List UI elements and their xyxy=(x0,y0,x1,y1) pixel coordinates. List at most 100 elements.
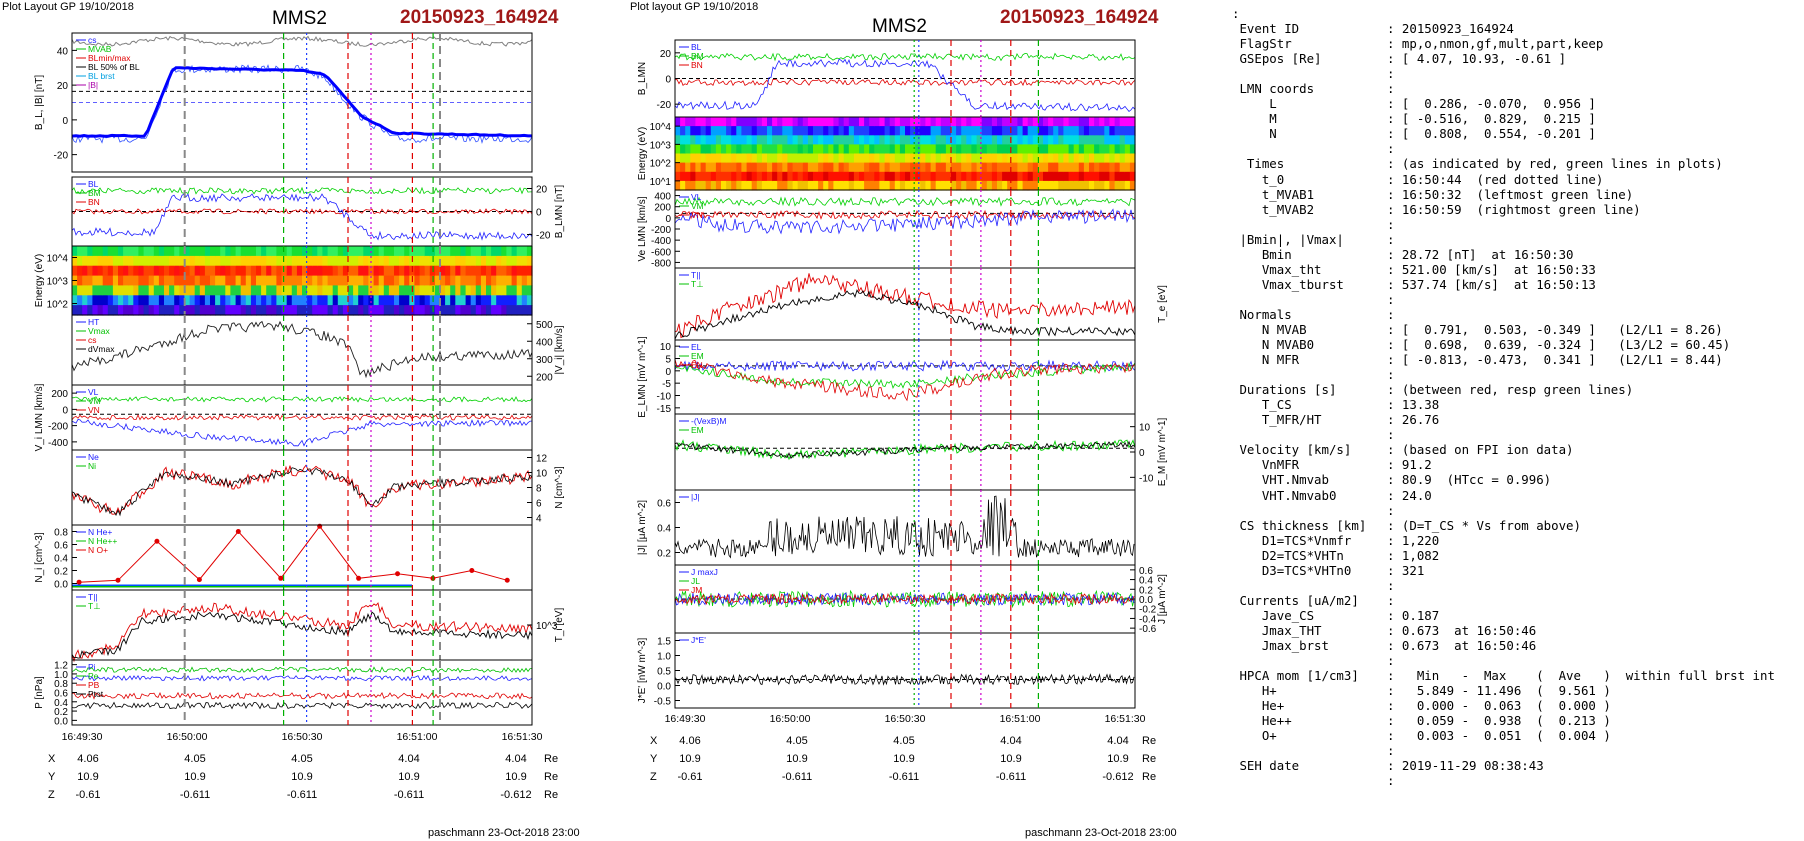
spectrogram-cell xyxy=(342,265,349,277)
left-footer: paschmann 23-Oct-2018 23:00 xyxy=(428,827,580,839)
vm-trace xyxy=(71,396,533,403)
spectrogram-cell xyxy=(291,305,298,316)
spectrogram-cell xyxy=(1012,171,1018,182)
spectrogram-cell xyxy=(986,144,993,155)
spectrogram-cell xyxy=(1063,135,1070,145)
spectrogram-cell xyxy=(521,275,528,287)
spectrogram-cell xyxy=(322,305,329,316)
j-magnitude-trace xyxy=(674,495,1135,559)
spectrogram-cell xyxy=(496,295,502,306)
spectrogram-cell xyxy=(792,153,799,164)
spectrogram-cell xyxy=(496,265,502,277)
spectrogram-cell xyxy=(204,246,211,257)
info-row: SEH date: 2019-11-29 08:38:43 xyxy=(1232,758,1792,773)
je-trace xyxy=(674,673,1135,686)
spectrogram-cell xyxy=(741,117,748,127)
info-value: : xyxy=(1387,291,1395,307)
spectrogram-cell xyxy=(782,162,788,173)
spectrogram-cell xyxy=(460,295,467,306)
spectrogram-cell xyxy=(981,180,988,191)
spectrogram-cell xyxy=(327,255,334,267)
spectrogram-cell xyxy=(128,285,134,296)
spectrogram-cell xyxy=(486,275,492,287)
spectrogram-cell xyxy=(971,117,978,127)
position-unit: Re xyxy=(544,789,558,801)
spectrogram-cell xyxy=(204,275,211,287)
spectrogram-cell xyxy=(1058,135,1064,145)
spectrogram-cell xyxy=(363,255,369,267)
spectrogram-cell xyxy=(930,117,937,127)
spectrogram-cell xyxy=(414,285,421,296)
spectrogram-cell xyxy=(1089,144,1095,155)
spectrogram-cell xyxy=(1053,153,1059,164)
spectrogram-cell xyxy=(256,285,262,296)
info-row: CS thickness [km]: (D=T_CS * Vs from abo… xyxy=(1232,518,1792,533)
spectrogram-cell xyxy=(317,255,323,267)
tick-label: 10^1 xyxy=(650,177,672,188)
spectrogram-cell xyxy=(726,144,732,155)
spectrogram-cell xyxy=(291,255,298,267)
spectrogram-cell xyxy=(787,135,794,145)
vn-trace xyxy=(71,413,533,421)
info-value: : xyxy=(1387,653,1395,669)
spectrogram-cell xyxy=(434,295,441,306)
spectrogram-cell xyxy=(690,171,696,182)
spectrogram-cell xyxy=(741,171,748,182)
spectrogram-cell xyxy=(905,126,911,136)
spectrogram-cell xyxy=(1094,162,1100,173)
info-key: Vmax_tht xyxy=(1232,261,1322,277)
spectrogram-cell xyxy=(777,144,783,155)
spectrogram-cell xyxy=(1012,153,1018,164)
spectrogram-cell xyxy=(767,180,773,191)
tick-label: 0.2 xyxy=(54,707,68,718)
spectrogram-cell xyxy=(388,295,395,306)
spectrogram-cell xyxy=(848,180,855,191)
legend-label: MVAB xyxy=(88,44,112,54)
spectrogram-cell xyxy=(1012,162,1018,173)
spectrogram-cell xyxy=(363,305,369,316)
spectrogram-cell xyxy=(470,285,477,296)
spectrogram-cell xyxy=(884,153,891,164)
spectrogram-cell xyxy=(971,180,978,191)
position-value: -0.612 xyxy=(1102,771,1133,783)
spectrogram-cell xyxy=(204,295,211,306)
spectrogram-cell xyxy=(419,246,426,257)
spectrogram-cell xyxy=(956,180,962,191)
time-tick-label: 16:51:30 xyxy=(502,731,543,743)
spectrogram-cell xyxy=(491,305,497,316)
spectrogram-cell xyxy=(153,265,160,277)
spectrogram-cell xyxy=(731,153,737,164)
legend-label: Ne xyxy=(88,452,99,462)
spectrogram-cell xyxy=(813,153,819,164)
spectrogram-cell xyxy=(138,295,145,306)
spectrogram-cell xyxy=(455,285,461,296)
spectrogram-cell xyxy=(971,153,978,164)
spectrogram-cell xyxy=(1027,153,1034,164)
spectrogram-cell xyxy=(204,255,211,267)
spectrogram-cell xyxy=(797,153,804,164)
spectrogram-cell xyxy=(128,275,134,287)
spectrogram-cell xyxy=(710,153,717,164)
spectrogram-cell xyxy=(818,117,824,127)
spectrogram-cell xyxy=(680,171,686,182)
spectrogram-cell xyxy=(675,180,681,191)
spectrogram-cell xyxy=(910,153,916,164)
spectrogram-cell xyxy=(915,171,921,182)
spectrogram-cell xyxy=(526,275,533,287)
info-row: Velocity [km/s]: (based on FPI ion data) xyxy=(1232,442,1792,457)
spectrogram-cell xyxy=(685,117,691,127)
position-value: 10.9 xyxy=(679,753,700,765)
bl-mvab-trace xyxy=(71,66,532,138)
spectrogram-cell xyxy=(1017,117,1024,127)
spectrogram-cell xyxy=(169,295,175,306)
spectrogram-cell xyxy=(1129,144,1136,155)
spectrogram-cell xyxy=(1022,162,1029,173)
spectrogram-cell xyxy=(961,162,967,173)
position-value: 4.04 xyxy=(398,753,419,765)
spectrogram-cell xyxy=(261,285,267,296)
spectrogram-cell xyxy=(383,255,390,267)
tick-label: -15 xyxy=(657,404,672,415)
info-value: : xyxy=(1387,141,1395,157)
spectrogram-cell xyxy=(1073,117,1080,127)
spectrogram-cell xyxy=(143,275,150,287)
